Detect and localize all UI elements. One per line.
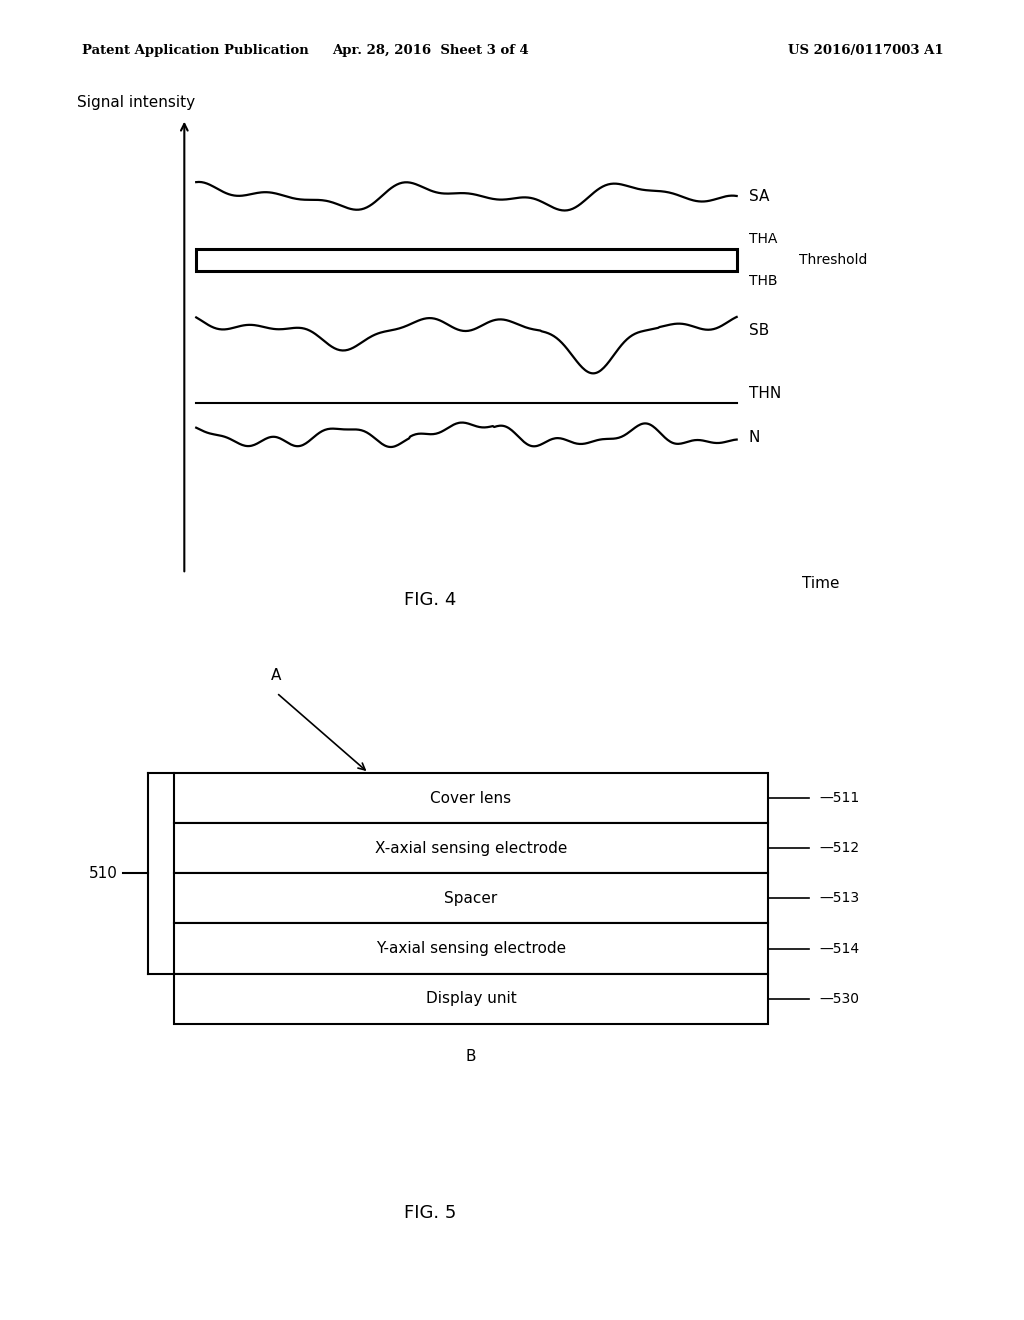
Text: THA: THA <box>749 232 777 247</box>
Text: THN: THN <box>749 387 780 401</box>
Text: Apr. 28, 2016  Sheet 3 of 4: Apr. 28, 2016 Sheet 3 of 4 <box>332 44 528 57</box>
Bar <box>197 248 736 272</box>
Text: SB: SB <box>749 323 769 338</box>
Text: —512: —512 <box>819 841 859 855</box>
Text: FIG. 4: FIG. 4 <box>403 591 457 610</box>
Text: Spacer: Spacer <box>444 891 498 906</box>
Text: US 2016/0117003 A1: US 2016/0117003 A1 <box>788 44 944 57</box>
Bar <box>174 874 768 924</box>
Bar <box>174 774 768 824</box>
Text: FIG. 5: FIG. 5 <box>403 1204 457 1222</box>
Text: Cover lens: Cover lens <box>430 791 512 805</box>
Text: B: B <box>466 1049 476 1064</box>
Bar <box>174 924 768 974</box>
Text: Time: Time <box>802 576 840 591</box>
Text: SA: SA <box>749 189 769 203</box>
Text: —514: —514 <box>819 941 859 956</box>
Bar <box>174 824 768 874</box>
Text: THB: THB <box>749 273 777 288</box>
Text: Threshold: Threshold <box>799 253 867 267</box>
Text: Patent Application Publication: Patent Application Publication <box>82 44 308 57</box>
Text: —513: —513 <box>819 891 859 906</box>
Text: A: A <box>271 668 282 682</box>
Text: Y-axial sensing electrode: Y-axial sensing electrode <box>376 941 566 956</box>
Text: 510: 510 <box>89 866 118 880</box>
Text: —530: —530 <box>819 991 859 1006</box>
Bar <box>174 974 768 1024</box>
Text: Signal intensity: Signal intensity <box>78 95 196 110</box>
Text: Display unit: Display unit <box>426 991 516 1006</box>
Text: N: N <box>749 430 760 445</box>
Text: —511: —511 <box>819 791 859 805</box>
Text: X-axial sensing electrode: X-axial sensing electrode <box>375 841 567 855</box>
